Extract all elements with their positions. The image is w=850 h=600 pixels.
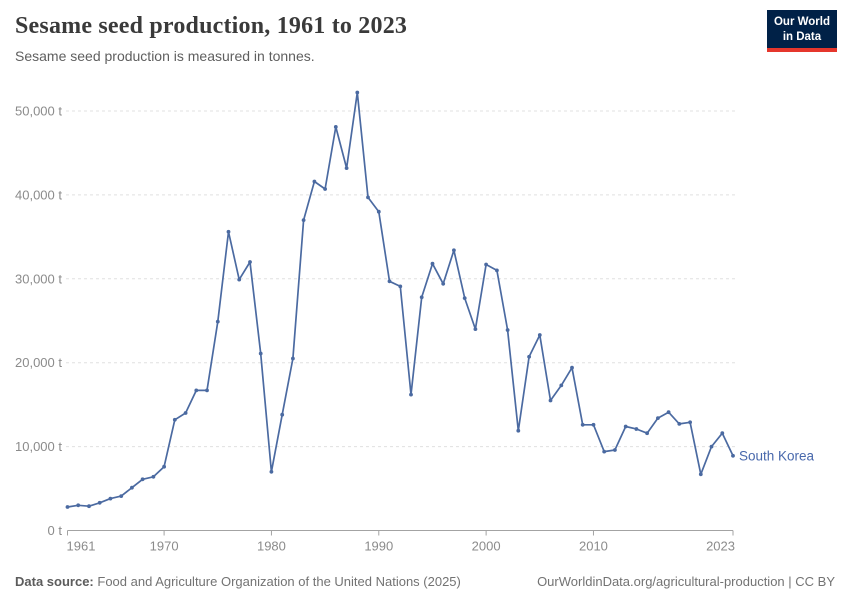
data-point[interactable]	[666, 410, 671, 415]
data-point[interactable]	[355, 90, 360, 95]
data-point[interactable]	[645, 431, 649, 436]
owid-logo[interactable]: Our World in Data	[766, 10, 837, 53]
data-point[interactable]	[419, 295, 424, 300]
data-point[interactable]	[398, 284, 403, 289]
data-point[interactable]	[623, 424, 628, 429]
data-source-text: Food and Agriculture Organization of the…	[97, 574, 461, 589]
owid-logo-line1: Our World	[773, 16, 830, 28]
data-point[interactable]	[634, 427, 639, 431]
series-end-label: South Korea	[739, 448, 815, 463]
data-point[interactable]	[677, 422, 682, 426]
data-point[interactable]	[172, 417, 177, 422]
data-point[interactable]	[280, 412, 285, 417]
data-point[interactable]	[709, 444, 714, 449]
data-point[interactable]	[119, 494, 124, 498]
data-point[interactable]	[441, 281, 446, 286]
data-point[interactable]	[484, 262, 488, 267]
x-axis-label: 2023	[706, 539, 735, 554]
data-point[interactable]	[151, 474, 156, 479]
data-point[interactable]	[698, 472, 703, 477]
y-axis-label: 40,000 t	[15, 187, 62, 202]
y-axis-label: 20,000 t	[15, 355, 62, 370]
data-point[interactable]	[323, 187, 327, 191]
x-axis-label: 1990	[364, 539, 393, 554]
data-point[interactable]	[591, 422, 596, 427]
data-point[interactable]	[495, 268, 499, 273]
owid-logo-line2: in Data	[782, 30, 822, 43]
data-point[interactable]	[258, 351, 263, 356]
x-axis-label: 2000	[472, 539, 501, 554]
data-point[interactable]	[269, 469, 274, 474]
x-axis-label: 2010	[579, 539, 608, 554]
data-point[interactable]	[537, 333, 542, 337]
data-point[interactable]	[602, 449, 607, 454]
data-point[interactable]	[344, 166, 349, 171]
data-point[interactable]	[409, 392, 413, 397]
data-point[interactable]	[205, 388, 209, 393]
data-source-label: Data source:	[15, 574, 94, 589]
data-point[interactable]	[194, 388, 199, 393]
data-point[interactable]	[97, 500, 102, 505]
x-axis-label: 1980	[257, 539, 286, 554]
data-point[interactable]	[291, 356, 295, 361]
data-point[interactable]	[237, 277, 242, 282]
data-point[interactable]	[473, 327, 478, 331]
data-point[interactable]	[183, 411, 188, 415]
data-point[interactable]	[366, 195, 370, 200]
data-point[interactable]	[731, 453, 735, 458]
data-point[interactable]	[215, 319, 220, 324]
data-point[interactable]	[226, 229, 231, 234]
x-axis-label: 1970	[150, 539, 179, 554]
data-point[interactable]	[656, 416, 660, 420]
chart-header: Sesame seed production, 1961 to 2023 Ses…	[15, 12, 715, 64]
y-axis-label: 30,000 t	[15, 271, 62, 286]
data-point[interactable]	[720, 431, 725, 436]
data-point[interactable]	[312, 179, 317, 184]
data-point[interactable]	[108, 496, 113, 501]
data-point[interactable]	[376, 209, 381, 214]
y-axis-label: 0 t	[48, 523, 63, 538]
data-point[interactable]	[452, 248, 456, 253]
data-line[interactable]	[66, 91, 734, 508]
data-point[interactable]	[559, 383, 564, 388]
data-point[interactable]	[130, 485, 134, 490]
y-axis-label: 10,000 t	[15, 439, 62, 454]
data-point[interactable]	[570, 365, 574, 370]
data-point[interactable]	[527, 354, 531, 359]
data-point[interactable]	[76, 503, 81, 508]
data-point[interactable]	[140, 477, 145, 482]
data-point[interactable]	[333, 125, 338, 129]
data-point[interactable]	[462, 296, 467, 300]
data-point[interactable]	[580, 422, 585, 427]
data-point[interactable]	[248, 260, 252, 264]
data-point[interactable]	[301, 218, 306, 223]
chart-footer: Data source: Food and Agriculture Organi…	[15, 574, 835, 589]
chart-subtitle: Sesame seed production is measured in to…	[15, 47, 315, 64]
data-point[interactable]	[430, 261, 435, 266]
y-axis-label: 50,000 t	[15, 104, 62, 119]
data-point[interactable]	[688, 420, 692, 425]
data-point[interactable]	[548, 398, 553, 403]
data-point[interactable]	[516, 428, 521, 433]
data-source: Data source: Food and Agriculture Organi…	[15, 574, 461, 589]
data-point[interactable]	[387, 279, 392, 284]
data-point[interactable]	[505, 328, 510, 332]
x-axis-label: 1961	[67, 539, 96, 554]
data-point[interactable]	[162, 464, 167, 469]
data-point[interactable]	[87, 504, 91, 509]
page-title: Sesame seed production, 1961 to 2023	[15, 13, 408, 39]
data-point[interactable]	[65, 505, 70, 509]
data-point[interactable]	[613, 448, 617, 452]
credit-link[interactable]: OurWorldinData.org/agricultural-producti…	[537, 574, 835, 589]
